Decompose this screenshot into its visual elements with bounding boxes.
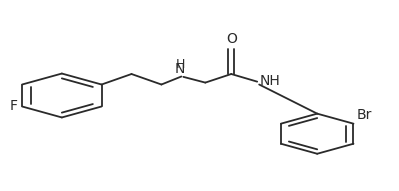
Text: NH: NH [259,74,280,88]
Text: Br: Br [357,108,372,122]
Text: N: N [175,62,186,75]
Text: F: F [9,100,17,113]
Text: H: H [176,58,185,71]
Text: O: O [226,32,237,46]
